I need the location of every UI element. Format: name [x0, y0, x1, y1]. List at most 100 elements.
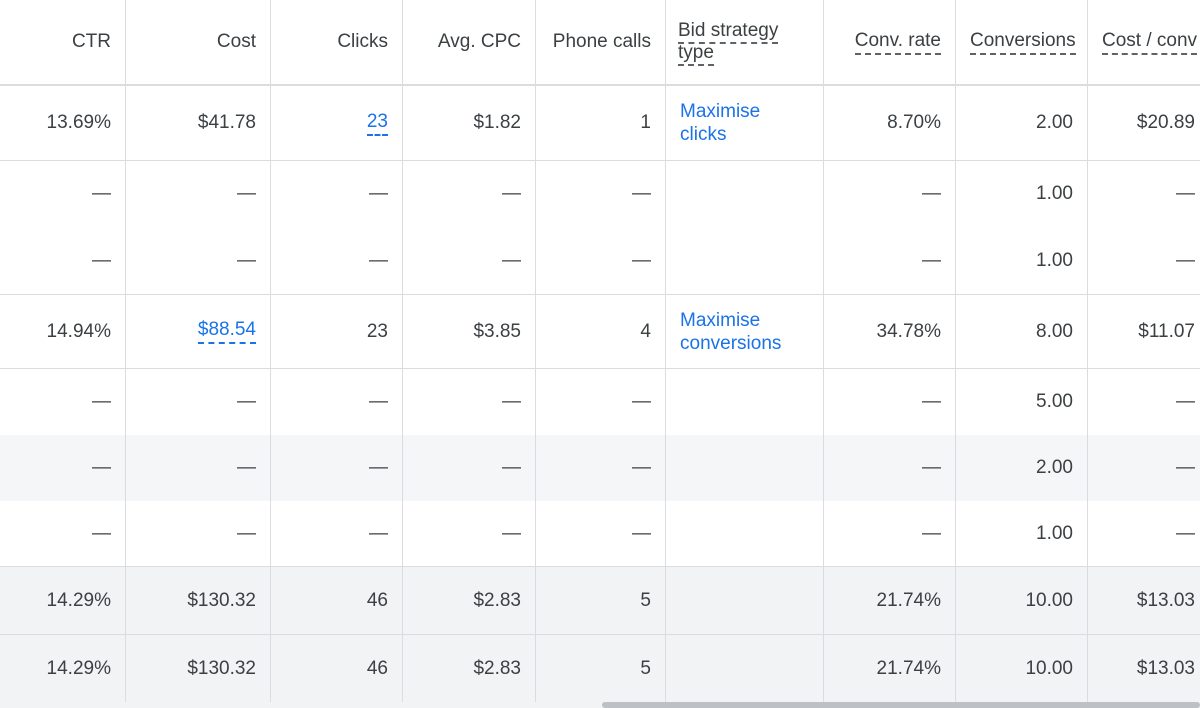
cell-cost[interactable]: $88.54	[126, 295, 271, 369]
header-label-line1: Bid strategy	[678, 20, 779, 44]
header-label: CTR	[71, 31, 111, 52]
cell-ctr: 14.94%	[0, 295, 126, 369]
cell-avg-cpc: —	[403, 227, 536, 295]
total-phone-calls: 5	[536, 635, 666, 703]
cell-bid-strategy	[666, 227, 824, 295]
total-avg-cpc: $2.83	[403, 635, 536, 703]
header-label-wrap: Bid strategy type	[678, 20, 779, 66]
cell-bid-strategy	[666, 369, 824, 435]
total-bid-strategy	[666, 635, 824, 703]
column-header-conversions[interactable]: Conversions	[956, 0, 1088, 86]
cell-bid-strategy[interactable]: Maximise clicks	[666, 86, 824, 161]
cell-conversions: 1.00	[956, 501, 1088, 567]
cell-avg-cpc: $1.82	[403, 86, 536, 161]
total-cost-per-conv: $13.03	[1088, 635, 1200, 703]
cell-avg-cpc: $3.85	[403, 295, 536, 369]
horizontal-scrollbar-thumb[interactable]	[602, 702, 1200, 708]
total-cost: $130.32	[126, 635, 271, 703]
header-label: Conversions	[970, 30, 1076, 55]
total-conversions: 10.00	[956, 567, 1088, 635]
cell-cost-per-conv: —	[1088, 501, 1200, 567]
cell-conv-rate: 8.70%	[824, 86, 956, 161]
cell-ctr: —	[0, 501, 126, 567]
cell-ctr: —	[0, 227, 126, 295]
column-header-cost[interactable]: Cost	[126, 0, 271, 86]
header-label-line2: type	[678, 42, 714, 66]
cell-phone-calls: —	[536, 161, 666, 227]
cell-phone-calls: —	[536, 227, 666, 295]
cell-conv-rate: 34.78%	[824, 295, 956, 369]
cell-conv-rate: —	[824, 227, 956, 295]
cell-cost-per-conv: —	[1088, 227, 1200, 295]
cell-phone-calls: 1	[536, 86, 666, 161]
cell-avg-cpc: —	[403, 161, 536, 227]
column-header-cost-per-conv[interactable]: Cost / conv	[1088, 0, 1200, 86]
cell-clicks: 23	[271, 295, 403, 369]
cell-cost: —	[126, 501, 271, 567]
cell-cost-per-conv: $20.89	[1088, 86, 1200, 161]
header-label: Cost / conv	[1102, 30, 1198, 55]
cell-cost-per-conv: —	[1088, 435, 1200, 501]
cell-cost: —	[126, 435, 271, 501]
total-clicks: 46	[271, 635, 403, 703]
header-label: Clicks	[337, 31, 388, 52]
total-cost: $130.32	[126, 567, 271, 635]
bid-strategy-link[interactable]: Maximise conversions	[680, 309, 782, 354]
total-conv-rate: 21.74%	[824, 567, 956, 635]
cell-cost: $41.78	[126, 86, 271, 161]
bid-strategy-link[interactable]: Maximise clicks	[680, 101, 761, 145]
cell-bid-strategy	[666, 161, 824, 227]
header-label: Phone calls	[552, 31, 651, 52]
column-header-avg-cpc[interactable]: Avg. CPC	[403, 0, 536, 86]
cell-ctr: —	[0, 161, 126, 227]
cell-conversions: 2.00	[956, 435, 1088, 501]
cell-cost: —	[126, 369, 271, 435]
cell-phone-calls: —	[536, 501, 666, 567]
cell-cost-per-conv: $11.07	[1088, 295, 1200, 369]
column-header-ctr[interactable]: CTR	[0, 0, 126, 86]
cell-ctr: 13.69%	[0, 86, 126, 161]
cell-clicks: —	[271, 501, 403, 567]
header-label: Cost	[216, 31, 256, 52]
column-header-phone-calls[interactable]: Phone calls	[536, 0, 666, 86]
cell-conversions: 5.00	[956, 369, 1088, 435]
total-conv-rate: 21.74%	[824, 635, 956, 703]
total-phone-calls: 5	[536, 567, 666, 635]
clicks-link[interactable]: 23	[366, 111, 388, 136]
cell-phone-calls: —	[536, 369, 666, 435]
cell-cost-per-conv: —	[1088, 369, 1200, 435]
cell-avg-cpc: —	[403, 501, 536, 567]
cell-clicks[interactable]: 23	[271, 86, 403, 161]
header-label: Conv. rate	[854, 30, 941, 55]
total-ctr: 14.29%	[0, 635, 126, 703]
cell-bid-strategy[interactable]: Maximise conversions	[666, 295, 824, 369]
cell-conversions: 8.00	[956, 295, 1088, 369]
cell-bid-strategy	[666, 435, 824, 501]
total-clicks: 46	[271, 567, 403, 635]
cell-cost: —	[126, 227, 271, 295]
horizontal-scroll-track[interactable]	[0, 702, 1200, 708]
cell-phone-calls: —	[536, 435, 666, 501]
cell-conversions: 1.00	[956, 227, 1088, 295]
cell-avg-cpc: —	[403, 435, 536, 501]
cell-phone-calls: 4	[536, 295, 666, 369]
cell-ctr: —	[0, 435, 126, 501]
cell-clicks: —	[271, 161, 403, 227]
column-header-clicks[interactable]: Clicks	[271, 0, 403, 86]
cell-conv-rate: —	[824, 161, 956, 227]
column-header-bid-strategy-type[interactable]: Bid strategy type	[666, 0, 824, 86]
cell-clicks: —	[271, 227, 403, 295]
total-avg-cpc: $2.83	[403, 567, 536, 635]
total-ctr: 14.29%	[0, 567, 126, 635]
cost-link[interactable]: $88.54	[197, 319, 256, 344]
cell-ctr: —	[0, 369, 126, 435]
cell-cost-per-conv: —	[1088, 161, 1200, 227]
cell-conv-rate: —	[824, 435, 956, 501]
cell-conv-rate: —	[824, 369, 956, 435]
cell-avg-cpc: —	[403, 369, 536, 435]
cell-cost: —	[126, 161, 271, 227]
total-bid-strategy	[666, 567, 824, 635]
column-header-conv-rate[interactable]: Conv. rate	[824, 0, 956, 86]
cell-clicks: —	[271, 369, 403, 435]
